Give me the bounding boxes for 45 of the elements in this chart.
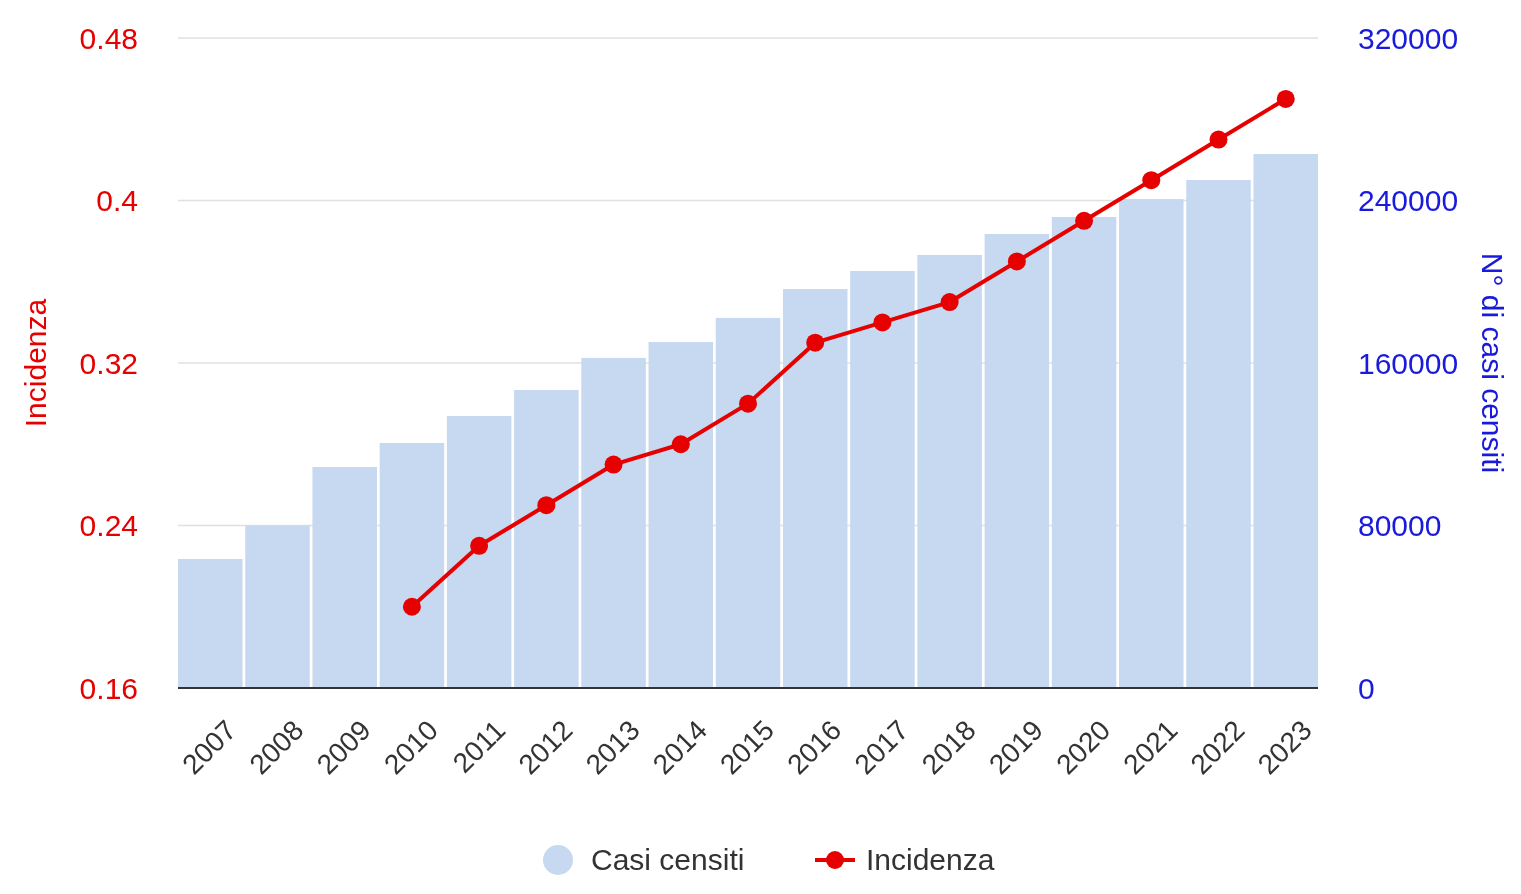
point <box>470 536 489 555</box>
y-axis-title: Incidenza <box>19 298 52 428</box>
bar <box>379 443 445 688</box>
bar <box>245 525 310 688</box>
y2-tick-label: 0 <box>1358 671 1375 705</box>
point <box>604 455 623 474</box>
y2-tick-label: 80000 <box>1358 509 1442 542</box>
bar <box>917 254 982 688</box>
legend-label: Incidenza <box>866 843 995 876</box>
bar <box>984 234 1050 688</box>
point <box>1142 171 1161 190</box>
y2-tick-label: 240000 <box>1358 184 1459 217</box>
bar <box>581 357 646 688</box>
bar <box>1051 216 1117 688</box>
point <box>739 394 757 413</box>
bar <box>648 342 714 688</box>
legend-label: Casi censiti <box>591 843 745 876</box>
bar <box>514 390 579 688</box>
bar <box>850 270 915 688</box>
bar <box>312 467 377 688</box>
y2-axis-title: N° di casi censiti <box>1476 252 1509 474</box>
bar <box>446 416 512 688</box>
point <box>1075 211 1094 230</box>
y-tick-label: 0.32 <box>79 346 138 380</box>
bar <box>178 559 243 688</box>
y-tick-label: 0.48 <box>79 21 138 55</box>
point <box>1276 89 1295 108</box>
point <box>1007 252 1026 271</box>
point <box>671 435 690 454</box>
point <box>806 333 825 352</box>
point <box>873 313 892 332</box>
bar <box>1119 199 1184 688</box>
point <box>1209 130 1228 149</box>
bar <box>782 289 848 688</box>
point <box>940 293 959 312</box>
point <box>537 496 556 515</box>
point <box>402 597 421 616</box>
bar <box>715 317 781 688</box>
y-tick-label: 0.24 <box>79 509 138 542</box>
bar <box>1186 179 1251 688</box>
y-tick-label: 0.16 <box>79 671 138 705</box>
y2-tick-label: 160000 <box>1358 346 1459 380</box>
y-tick-label: 0.4 <box>96 184 138 217</box>
bar <box>1253 153 1318 688</box>
y2-tick-label: 320000 <box>1358 21 1459 55</box>
